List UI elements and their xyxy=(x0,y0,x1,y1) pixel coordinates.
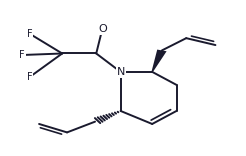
Polygon shape xyxy=(152,50,167,72)
Text: F: F xyxy=(19,50,25,60)
Text: F: F xyxy=(27,29,32,39)
Text: N: N xyxy=(116,67,125,77)
Text: F: F xyxy=(27,72,32,82)
Text: O: O xyxy=(98,24,107,34)
